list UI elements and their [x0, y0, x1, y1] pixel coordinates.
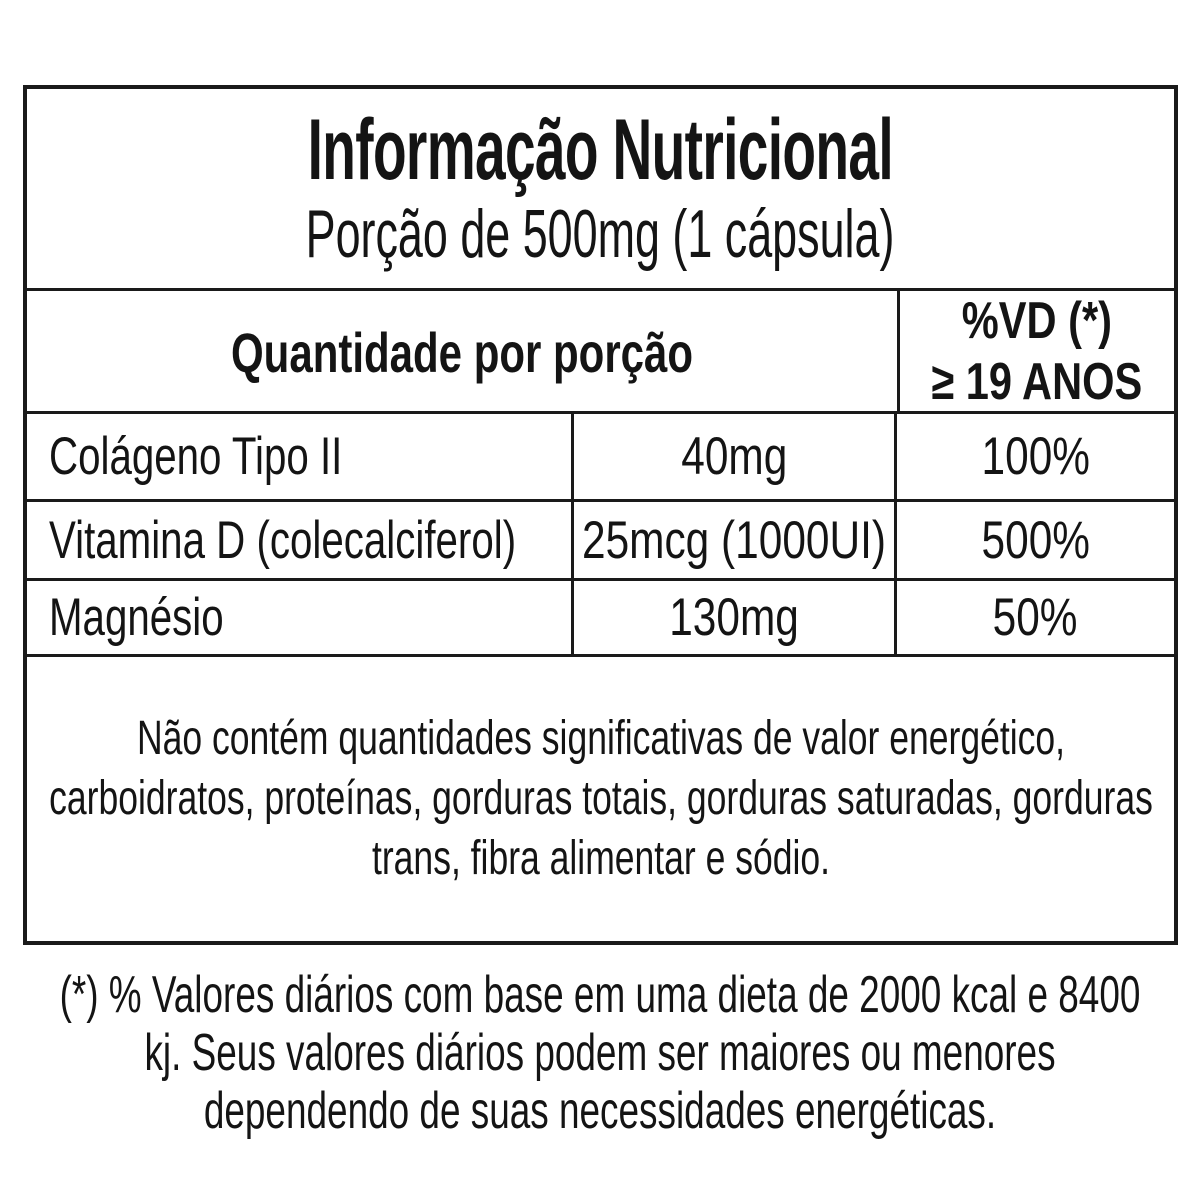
- nutrient-name-cell: Vitamina D (colecalciferol): [27, 502, 571, 578]
- nutrient-amount: 25mcg (1000UI): [582, 510, 887, 570]
- table-row: Magnésio 130mg 50%: [27, 578, 1174, 654]
- label-title-section: Informação Nutricional Porção de 500mg (…: [27, 89, 1174, 288]
- table-row: Colágeno Tipo II 40mg 100%: [27, 411, 1174, 499]
- nutrient-dv-cell: 100%: [894, 414, 1174, 499]
- nutrient-name: Colágeno Tipo II: [49, 427, 343, 486]
- nutrient-name: Vitamina D (colecalciferol): [49, 510, 517, 570]
- quantity-column-header: Quantidade por porção: [27, 291, 897, 414]
- table-header-row: Quantidade por porção %VD (*) ≥ 19 ANOS: [27, 288, 1174, 414]
- nutrient-name-cell: Colágeno Tipo II: [27, 414, 571, 499]
- nutrient-amount-cell: 130mg: [571, 581, 894, 654]
- dv-column-header: %VD (*) ≥ 19 ANOS: [897, 291, 1174, 414]
- quantity-column-header-label: Quantidade por porção: [230, 320, 694, 384]
- nutrient-name: Magnésio: [49, 588, 224, 647]
- daily-values-footnote: (*) % Valores diários com base em uma di…: [59, 966, 1141, 1141]
- nutrient-dv: 500%: [981, 510, 1090, 570]
- dv-column-header-line1: %VD (*): [961, 292, 1113, 350]
- daily-values-footnote-wrap: (*) % Valores diários com base em uma di…: [0, 966, 1200, 1141]
- nutrient-amount: 40mg: [680, 427, 788, 486]
- nutrient-amount-cell: 25mcg (1000UI): [571, 502, 894, 578]
- nutrient-dv-cell: 500%: [894, 502, 1174, 578]
- nutrient-dv-cell: 50%: [894, 581, 1174, 654]
- nutrient-amount-cell: 40mg: [571, 414, 894, 499]
- no-significant-amounts-note: Não contém quantidades significativas de…: [48, 712, 1153, 885]
- nutrient-amount: 130mg: [669, 588, 799, 647]
- no-significant-amounts-note-section: Não contém quantidades significativas de…: [27, 654, 1174, 941]
- serving-size: Porção de 500mg (1 cápsula): [306, 196, 895, 273]
- dv-column-header-line2: ≥ 19 ANOS: [931, 353, 1143, 412]
- label-title: Informação Nutricional: [307, 102, 894, 199]
- nutrient-dv: 100%: [981, 427, 1090, 486]
- nutrient-dv: 50%: [993, 588, 1078, 647]
- table-row: Vitamina D (colecalciferol) 25mcg (1000U…: [27, 499, 1174, 578]
- nutrition-label-box: Informação Nutricional Porção de 500mg (…: [23, 85, 1178, 945]
- nutrient-name-cell: Magnésio: [27, 581, 571, 654]
